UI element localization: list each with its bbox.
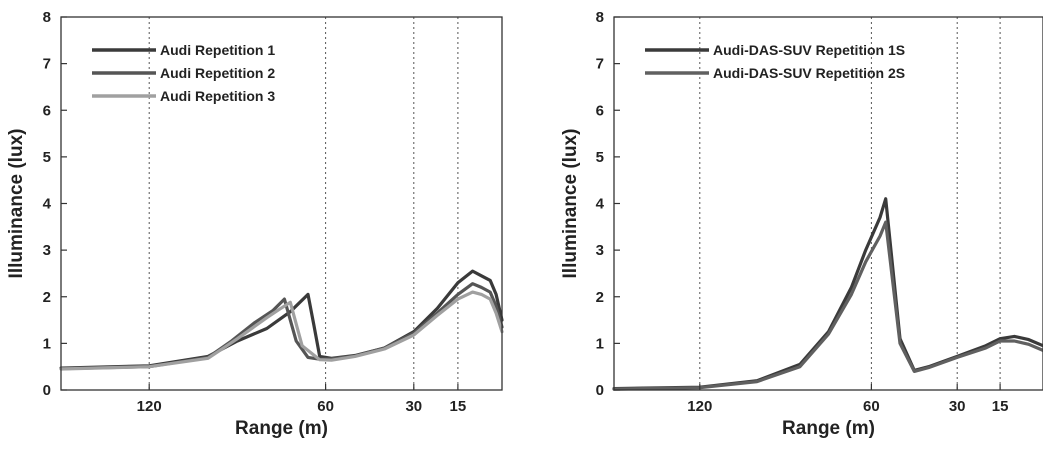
legend-label-2: Audi Repetition 2	[160, 65, 275, 81]
legend-label-2: Audi-DAS-SUV Repetition 2S	[713, 65, 905, 81]
y-tick-label: 7	[43, 56, 51, 73]
x-tick-label: 30	[949, 398, 966, 415]
plot-area	[614, 17, 1043, 390]
plot-area	[61, 17, 502, 390]
y-tick-label: 8	[43, 9, 51, 26]
y-tick-label: 7	[596, 56, 604, 73]
y-tick-label: 2	[43, 289, 51, 306]
y-tick-label: 6	[43, 102, 51, 119]
y-tick-label: 4	[43, 196, 52, 213]
x-axis-label: Range (m)	[782, 418, 875, 439]
series-line-3	[59, 290, 504, 371]
x-tick-label: 120	[137, 398, 162, 415]
x-axis-label: Range (m)	[235, 418, 328, 439]
y-axis-label: Illuminance (lux)	[6, 129, 27, 279]
legend-label-1: Audi-DAS-SUV Repetition 1S	[713, 42, 905, 58]
x-tick-label: 60	[317, 398, 334, 415]
x-tick-label: 15	[992, 398, 1009, 415]
y-tick-label: 3	[43, 242, 51, 259]
legend-label-1: Audi Repetition 1	[160, 42, 275, 58]
series-line-1	[612, 197, 1043, 391]
legend: Audi Repetition 1 Audi Repetition 2 Audi R…	[92, 42, 275, 104]
chart-panel-1: 0 1 2 3 4 5 6 7 8 120 60 30 15 Range (m) Illuminance (…	[6, 9, 504, 439]
x-tick-label: 120	[687, 398, 712, 415]
x-tick-label: 60	[863, 398, 880, 415]
x-tick-label: 30	[405, 398, 422, 415]
legend: Audi-DAS-SUV Repetition 1S Audi-DAS-SUV R…	[645, 42, 905, 81]
y-tick-label: 6	[596, 102, 604, 119]
y-tick-label: 4	[596, 196, 605, 213]
legend-label-3: Audi Repetition 3	[160, 88, 275, 104]
y-tick-label: 8	[596, 9, 604, 26]
y-tick-label: 1	[43, 335, 51, 352]
y-tick-label: 5	[596, 149, 604, 166]
series-line-2	[612, 220, 1043, 391]
x-tick-label: 15	[450, 398, 467, 415]
y-tick-label: 1	[596, 335, 604, 352]
y-tick-label: 2	[596, 289, 604, 306]
y-tick-label: 5	[43, 149, 51, 166]
y-tick-label: 3	[596, 242, 604, 259]
chart-panel-2: 0 1 2 3 4 5 6 7 8 120 60 30 15 Range (m) Illuminance (…	[560, 9, 1043, 439]
y-tick-label: 0	[43, 382, 51, 399]
y-axis-label: Illuminance (lux)	[560, 129, 581, 279]
y-tick-label: 0	[596, 382, 604, 399]
